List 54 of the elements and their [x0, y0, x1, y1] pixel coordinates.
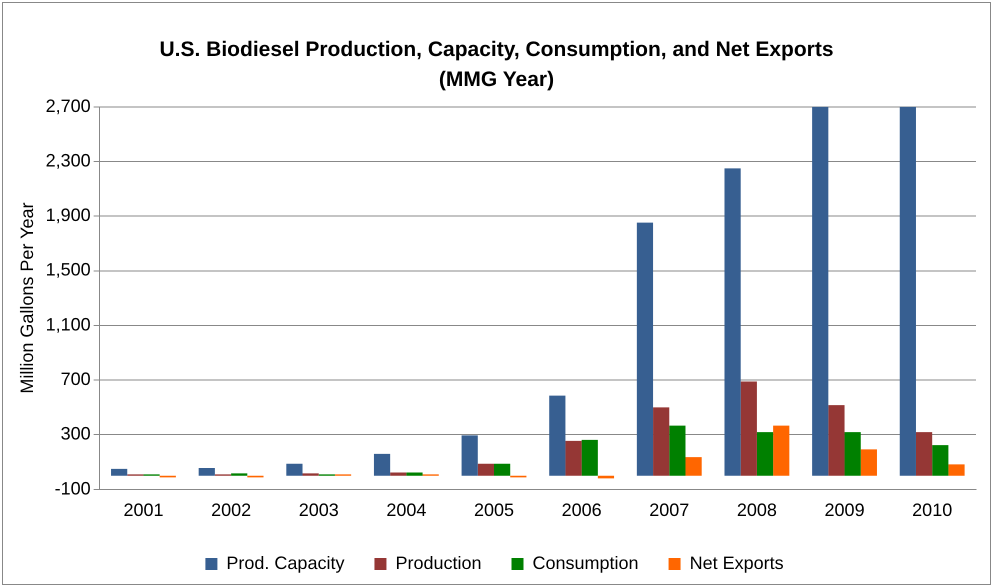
- bar: [812, 106, 828, 476]
- bar: [756, 432, 774, 476]
- bar: [900, 106, 916, 476]
- bar: [828, 405, 845, 476]
- x-tick-label: 2010: [912, 500, 952, 520]
- bar: [286, 464, 303, 476]
- bar: [598, 476, 614, 478]
- bar: [860, 449, 877, 476]
- x-tick-label: 2002: [211, 500, 252, 520]
- y-axis-title: Million Gallons Per Year: [16, 202, 37, 394]
- bar: [773, 426, 790, 476]
- bar: [948, 464, 965, 476]
- bar: [111, 468, 128, 476]
- bar: [494, 464, 510, 476]
- bar: [844, 432, 861, 476]
- chart-title: U.S. Biodiesel Production, Capacity, Consumption, and Net Exports: [158, 37, 835, 63]
- y-tick-label: 1,900: [46, 205, 91, 226]
- bar: [636, 222, 654, 476]
- bar: [685, 457, 702, 476]
- bar: [582, 440, 598, 476]
- bar: [724, 168, 741, 476]
- bar: [932, 445, 948, 476]
- y-tick-label: 2,300: [46, 150, 91, 170]
- legend-label: Prod. Capacity: [226, 552, 344, 573]
- bar: [478, 464, 494, 476]
- x-tick-label: 2009: [824, 500, 865, 520]
- bar: [462, 435, 478, 476]
- legend-label: Net Exports: [690, 552, 784, 573]
- y-tick-label: 300: [60, 424, 91, 444]
- bar: [740, 381, 757, 476]
- y-tick-label: 700: [60, 369, 91, 390]
- x-tick-label: 2007: [649, 500, 690, 520]
- bar: [198, 468, 215, 476]
- bar: [406, 472, 423, 476]
- y-tick-label: 2,700: [46, 96, 91, 116]
- x-tick-label: 2005: [474, 500, 514, 520]
- x-tick-label: 2008: [736, 500, 777, 520]
- bar: [390, 472, 406, 476]
- y-tick-label: 1,500: [46, 260, 91, 280]
- legend-label: Consumption: [532, 552, 639, 573]
- y-tick-label: 1,100: [46, 314, 91, 334]
- bar: [916, 432, 932, 476]
- y-tick-label: -100: [54, 478, 91, 498]
- chart-subtitle: (MMG Year): [438, 67, 556, 93]
- bar: [565, 440, 582, 476]
- x-tick-label: 2006: [562, 500, 602, 520]
- bar: [549, 396, 566, 476]
- x-tick-label: 2003: [298, 500, 339, 520]
- x-tick-label: 2001: [123, 500, 164, 520]
- legend-label: Production: [395, 552, 482, 573]
- bar: [653, 407, 670, 476]
- bar: [669, 426, 686, 476]
- bar: [374, 454, 390, 476]
- x-tick-label: 2004: [386, 500, 426, 520]
